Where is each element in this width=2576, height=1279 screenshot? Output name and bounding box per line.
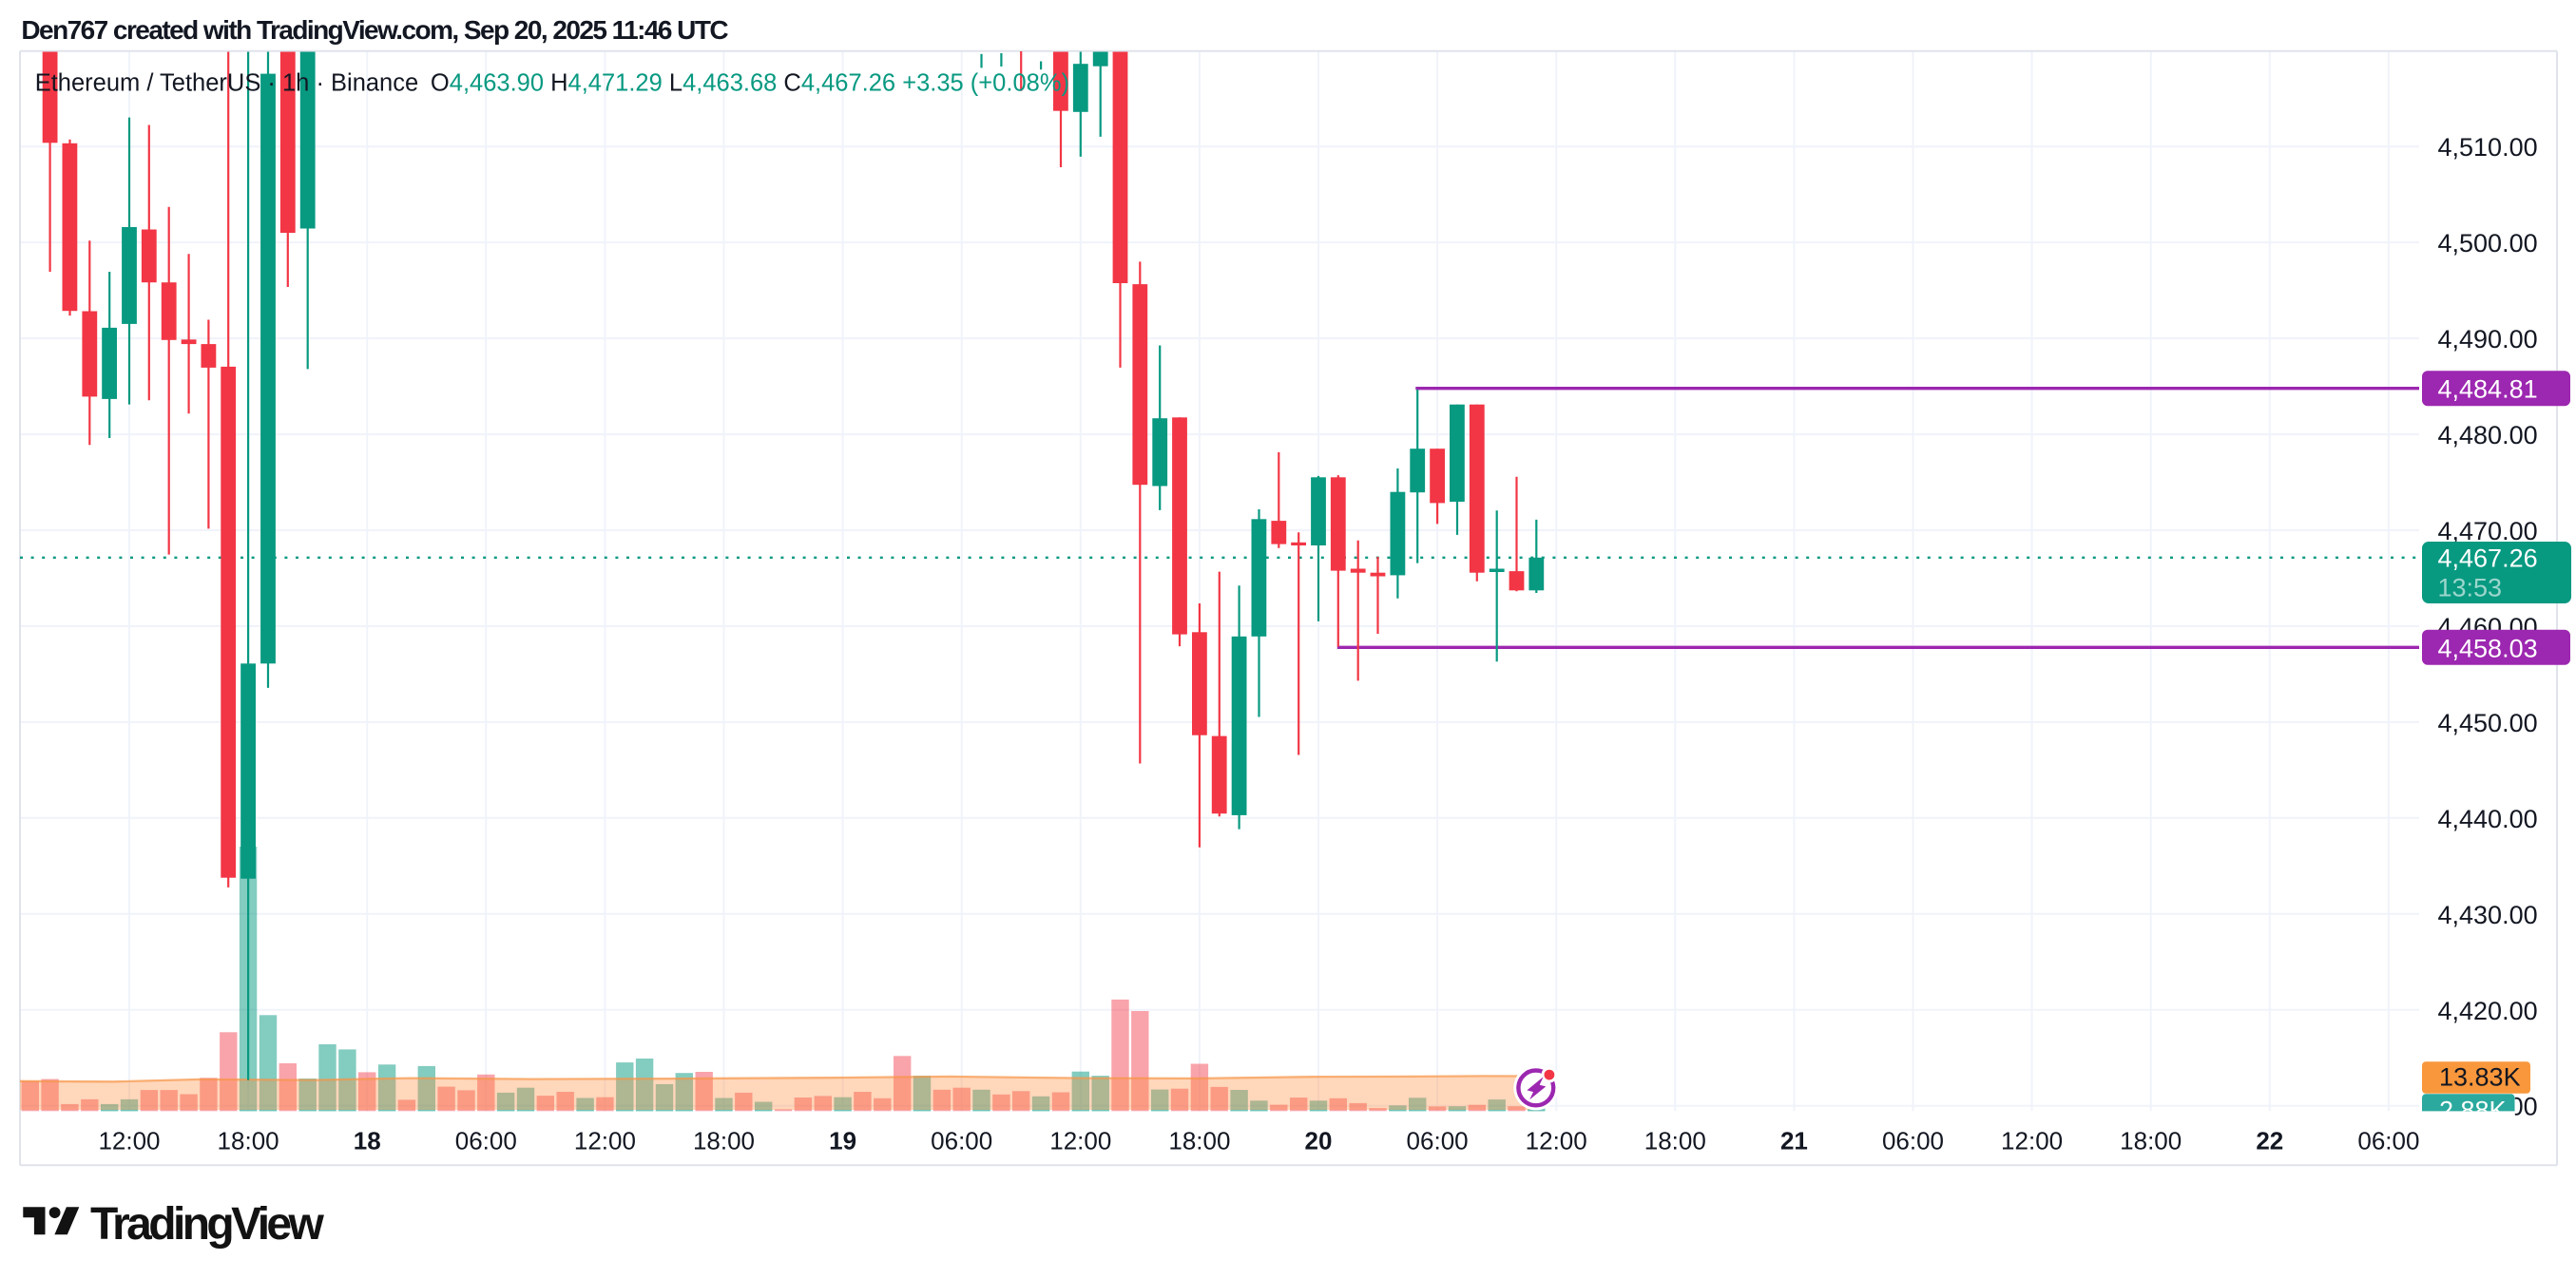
svg-text:2.88K: 2.88K	[2439, 1096, 2507, 1124]
svg-text:Den767 created with TradingVie: Den767 created with TradingView.com, Sep…	[21, 15, 728, 45]
svg-text:12:00: 12:00	[98, 1127, 160, 1155]
svg-text:18:00: 18:00	[693, 1127, 755, 1155]
svg-text:12:00: 12:00	[574, 1127, 636, 1155]
svg-text:4,420.00: 4,420.00	[2438, 997, 2538, 1025]
svg-text:4,510.00: 4,510.00	[2438, 133, 2538, 162]
svg-text:06:00: 06:00	[455, 1127, 517, 1155]
svg-text:06:00: 06:00	[931, 1127, 992, 1155]
svg-text:18:00: 18:00	[218, 1127, 279, 1155]
svg-text:4,480.00: 4,480.00	[2438, 421, 2538, 449]
svg-text:Ethereum / TetherUS · 1h · Bin: Ethereum / TetherUS · 1h · Binance O4,46…	[35, 70, 1069, 97]
svg-text:4,470.00: 4,470.00	[2438, 517, 2538, 545]
svg-text:4,440.00: 4,440.00	[2438, 805, 2538, 833]
svg-text:4,450.00: 4,450.00	[2438, 709, 2538, 737]
svg-text:4,500.00: 4,500.00	[2438, 229, 2538, 258]
svg-text:12:00: 12:00	[1049, 1127, 1111, 1155]
svg-text:4,490.00: 4,490.00	[2438, 325, 2538, 353]
svg-text:06:00: 06:00	[2357, 1127, 2419, 1155]
svg-text:4,484.81: 4,484.81	[2438, 375, 2538, 404]
svg-text:13.83K: 13.83K	[2439, 1063, 2521, 1092]
svg-text:13:53: 13:53	[2438, 574, 2503, 602]
svg-text:4,410.00: 4,410.00	[2438, 1093, 2538, 1121]
svg-text:06:00: 06:00	[1882, 1127, 1944, 1155]
svg-text:18:00: 18:00	[2120, 1127, 2182, 1155]
svg-text:4,458.03: 4,458.03	[2438, 634, 2538, 662]
svg-text:19: 19	[829, 1127, 856, 1155]
svg-text:4,430.00: 4,430.00	[2438, 901, 2538, 929]
svg-text:18: 18	[354, 1127, 381, 1155]
svg-text:20: 20	[1305, 1127, 1333, 1155]
svg-text:18:00: 18:00	[1168, 1127, 1230, 1155]
svg-text:12:00: 12:00	[1526, 1127, 1587, 1155]
svg-text:21: 21	[1780, 1127, 1808, 1155]
svg-text:12:00: 12:00	[2001, 1127, 2063, 1155]
svg-text:18:00: 18:00	[1644, 1127, 1706, 1155]
svg-text:06:00: 06:00	[1407, 1127, 1469, 1155]
svg-text:22: 22	[2256, 1127, 2283, 1155]
svg-text:4,467.26: 4,467.26	[2438, 544, 2538, 572]
svg-text:TradingView: TradingView	[90, 1199, 325, 1250]
